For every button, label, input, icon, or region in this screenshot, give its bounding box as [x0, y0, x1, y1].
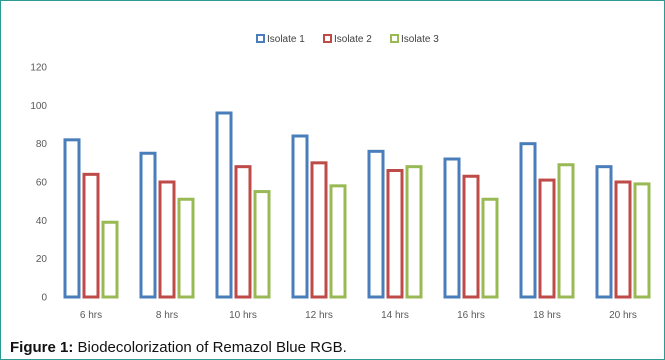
bar-isolate-3-16-hrs — [481, 197, 499, 299]
x-tick-label: 14 hrs — [381, 310, 409, 321]
bar-isolate-3-18-hrs — [557, 163, 575, 299]
x-tick-label: 12 hrs — [305, 310, 333, 321]
bar-isolate-3-8-hrs — [177, 197, 195, 299]
bar-isolate-3-14-hrs — [405, 165, 423, 299]
x-tick-label: 18 hrs — [533, 310, 561, 321]
x-tick-label: 8 hrs — [156, 310, 178, 321]
x-tick-label: 10 hrs — [229, 310, 257, 321]
bar-isolate-2-12-hrs — [310, 161, 328, 299]
y-axis: 0 20 40 60 80 100 120 — [30, 63, 47, 304]
caption-label: Figure 1: — [10, 339, 74, 356]
bar-chart: Isolate 1 Isolate 2 Isolate 3 0 20 40 60 80 100… — [30, 34, 651, 321]
bars — [63, 111, 651, 299]
bar-isolate-3-10-hrs — [253, 190, 271, 299]
x-axis: 6 hrs 8 hrs 10 hrs 12 hrs 14 hrs 16 hrs 18 hrs… — [80, 310, 637, 321]
bar-isolate-3-20-hrs — [633, 182, 651, 299]
y-tick-label: 80 — [36, 139, 48, 150]
y-tick-label: 60 — [36, 178, 48, 189]
bar-isolate-3-12-hrs — [329, 184, 347, 299]
x-tick-label: 20 hrs — [609, 310, 637, 321]
bar-isolate-2-8-hrs — [158, 180, 176, 299]
y-tick-label: 100 — [30, 101, 47, 112]
bar-isolate-1-12-hrs — [291, 134, 309, 299]
legend-label: Isolate 2 — [334, 34, 372, 45]
bar-isolate-1-10-hrs — [215, 111, 233, 299]
x-tick-label: 16 hrs — [457, 310, 485, 321]
bar-isolate-3-6-hrs — [101, 220, 119, 299]
bar-isolate-1-18-hrs — [519, 142, 537, 299]
bar-isolate-1-8-hrs — [139, 151, 157, 299]
bar-isolate-1-16-hrs — [443, 157, 461, 299]
caption-text: Biodecolorization of Remazol Blue RGB. — [77, 339, 347, 356]
y-tick-label: 120 — [30, 63, 47, 74]
legend: Isolate 1 Isolate 2 Isolate 3 — [256, 34, 439, 45]
legend-swatch — [323, 34, 332, 43]
legend-swatch — [256, 34, 265, 43]
y-tick-label: 40 — [36, 216, 48, 227]
bar-isolate-1-6-hrs — [63, 138, 81, 299]
legend-swatch — [390, 34, 399, 43]
bar-isolate-1-20-hrs — [595, 165, 613, 299]
bar-isolate-2-18-hrs — [538, 178, 556, 299]
bar-isolate-2-10-hrs — [234, 165, 252, 299]
bar-isolate-2-14-hrs — [386, 169, 404, 299]
y-tick-label: 0 — [41, 293, 47, 304]
bar-isolate-2-6-hrs — [82, 172, 100, 299]
legend-label: Isolate 1 — [267, 34, 305, 45]
y-tick-label: 20 — [36, 254, 48, 265]
bar-isolate-1-14-hrs — [367, 149, 385, 299]
figure-caption: Figure 1: Biodecolorization of Remazol B… — [10, 339, 347, 356]
bar-isolate-2-20-hrs — [614, 180, 632, 299]
legend-label: Isolate 3 — [401, 34, 439, 45]
bar-isolate-2-16-hrs — [462, 174, 480, 299]
x-tick-label: 6 hrs — [80, 310, 102, 321]
